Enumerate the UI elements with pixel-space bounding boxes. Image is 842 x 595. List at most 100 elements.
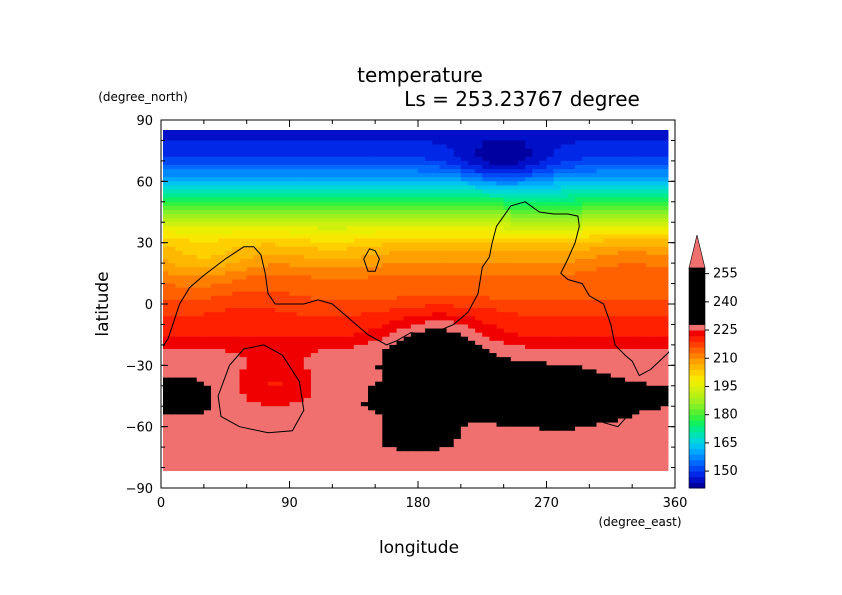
field-cell	[203, 267, 212, 272]
field-cell	[510, 377, 519, 383]
field-cell	[232, 393, 241, 399]
field-cell	[168, 353, 176, 358]
field-cell	[489, 259, 498, 264]
field-cell	[496, 152, 505, 158]
field-cell	[232, 348, 241, 354]
field-cell	[617, 209, 626, 215]
field-cell	[318, 344, 326, 350]
field-cell	[553, 197, 562, 203]
field-cell	[460, 242, 469, 248]
field-cell	[418, 336, 426, 342]
field-cell	[517, 160, 526, 166]
field-cell	[189, 169, 198, 174]
field-cell	[239, 205, 248, 211]
field-cell	[603, 144, 612, 150]
field-cell	[625, 406, 633, 411]
field-cell	[575, 324, 583, 330]
field-cell	[396, 332, 405, 338]
field-cell	[332, 398, 341, 403]
field-cell	[503, 218, 512, 223]
field-cell	[532, 242, 540, 248]
field-cell	[163, 320, 169, 326]
field-cell	[275, 230, 283, 236]
field-cell	[346, 242, 355, 248]
field-cell	[296, 130, 305, 133]
field-cell	[639, 389, 648, 395]
field-cell	[639, 140, 648, 146]
field-cell	[567, 344, 576, 350]
field-cell	[403, 312, 412, 317]
field-cell	[589, 389, 598, 395]
field-cell	[203, 173, 212, 178]
field-cell	[439, 348, 448, 354]
field-cell	[425, 287, 433, 293]
field-cell	[446, 389, 455, 395]
field-cell	[318, 279, 326, 285]
field-cell	[310, 348, 319, 354]
field-cell	[232, 389, 241, 395]
field-cell	[189, 254, 198, 260]
field-cell	[375, 406, 383, 411]
field-cell	[268, 275, 276, 281]
field-cell	[610, 193, 619, 199]
field-cell	[325, 201, 333, 207]
field-cell	[639, 130, 648, 133]
field-cell	[239, 234, 248, 240]
field-cell	[446, 226, 455, 231]
field-cell	[546, 156, 555, 162]
field-cell	[339, 361, 348, 366]
field-cell	[268, 160, 276, 166]
field-cell	[589, 267, 598, 272]
field-cell	[625, 340, 633, 346]
field-cell	[210, 410, 219, 415]
field-cell	[432, 361, 441, 366]
field-cell	[382, 328, 391, 334]
field-cell	[439, 209, 448, 215]
field-cell	[310, 156, 319, 162]
field-cell	[275, 393, 283, 399]
field-cell	[239, 193, 248, 199]
field-cell	[403, 250, 412, 256]
field-cell	[432, 222, 441, 227]
field-cell	[432, 254, 441, 260]
field-cell	[410, 377, 419, 383]
field-cell	[282, 130, 291, 133]
field-cell	[275, 385, 283, 391]
field-cell	[360, 398, 369, 403]
field-cell	[646, 197, 655, 203]
field-cell	[489, 222, 498, 227]
field-cell	[282, 377, 291, 383]
field-cell	[218, 254, 226, 260]
field-cell	[446, 275, 455, 281]
field-cell	[439, 238, 448, 244]
field-cell	[268, 259, 276, 264]
field-cell	[268, 340, 276, 346]
field-cell	[475, 381, 483, 387]
field-cell	[382, 234, 391, 240]
field-cell	[289, 201, 298, 207]
field-cell	[260, 259, 269, 264]
field-cell	[239, 259, 248, 264]
field-cell	[196, 234, 205, 240]
field-cell	[403, 393, 412, 399]
field-cell	[525, 246, 533, 252]
field-cell	[582, 393, 590, 399]
field-cell	[582, 336, 590, 342]
field-cell	[510, 312, 519, 317]
field-cell	[325, 287, 333, 293]
field-cell	[253, 361, 262, 366]
field-cell	[382, 357, 391, 362]
field-cell	[196, 308, 205, 313]
field-cell	[539, 279, 548, 285]
field-cell	[446, 336, 455, 342]
field-cell	[168, 267, 176, 272]
field-cell	[632, 148, 640, 154]
field-cell	[189, 308, 198, 313]
field-cell	[318, 283, 326, 289]
field-cell	[296, 218, 305, 223]
field-cell	[575, 389, 583, 395]
field-cell	[368, 353, 376, 358]
field-cell	[532, 393, 540, 399]
field-cell	[632, 410, 640, 415]
field-cell	[446, 222, 455, 227]
